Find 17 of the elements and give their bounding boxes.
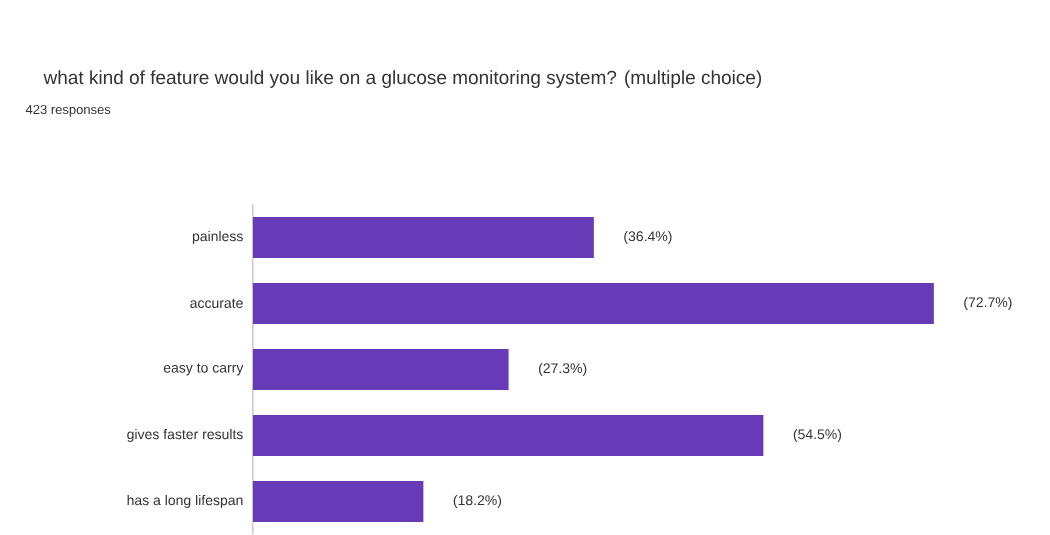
chart-title: what kind of feature would you like on a glucose monitoring system? (multiple choice) bbox=[43, 70, 762, 89]
y-tick-label: has a long lifespan bbox=[127, 495, 243, 509]
data-label: (27.3%) bbox=[539, 363, 587, 377]
bar bbox=[252, 349, 509, 391]
y-tick-label: gives faster results bbox=[127, 429, 243, 443]
bar bbox=[252, 217, 594, 259]
data-label: (54.5%) bbox=[793, 429, 842, 443]
data-label: (72.7%) bbox=[964, 297, 1012, 311]
y-tick-label: painless bbox=[192, 231, 243, 245]
y-tick-label: accurate bbox=[190, 299, 243, 309]
bar bbox=[252, 283, 934, 325]
data-label: (36.4%) bbox=[624, 231, 672, 245]
text: 423 responses bbox=[25, 105, 111, 117]
bar bbox=[252, 481, 424, 523]
data-label: (18.2%) bbox=[453, 495, 502, 509]
y-tick-label: easy to carry bbox=[163, 363, 244, 376]
bar bbox=[252, 415, 764, 457]
